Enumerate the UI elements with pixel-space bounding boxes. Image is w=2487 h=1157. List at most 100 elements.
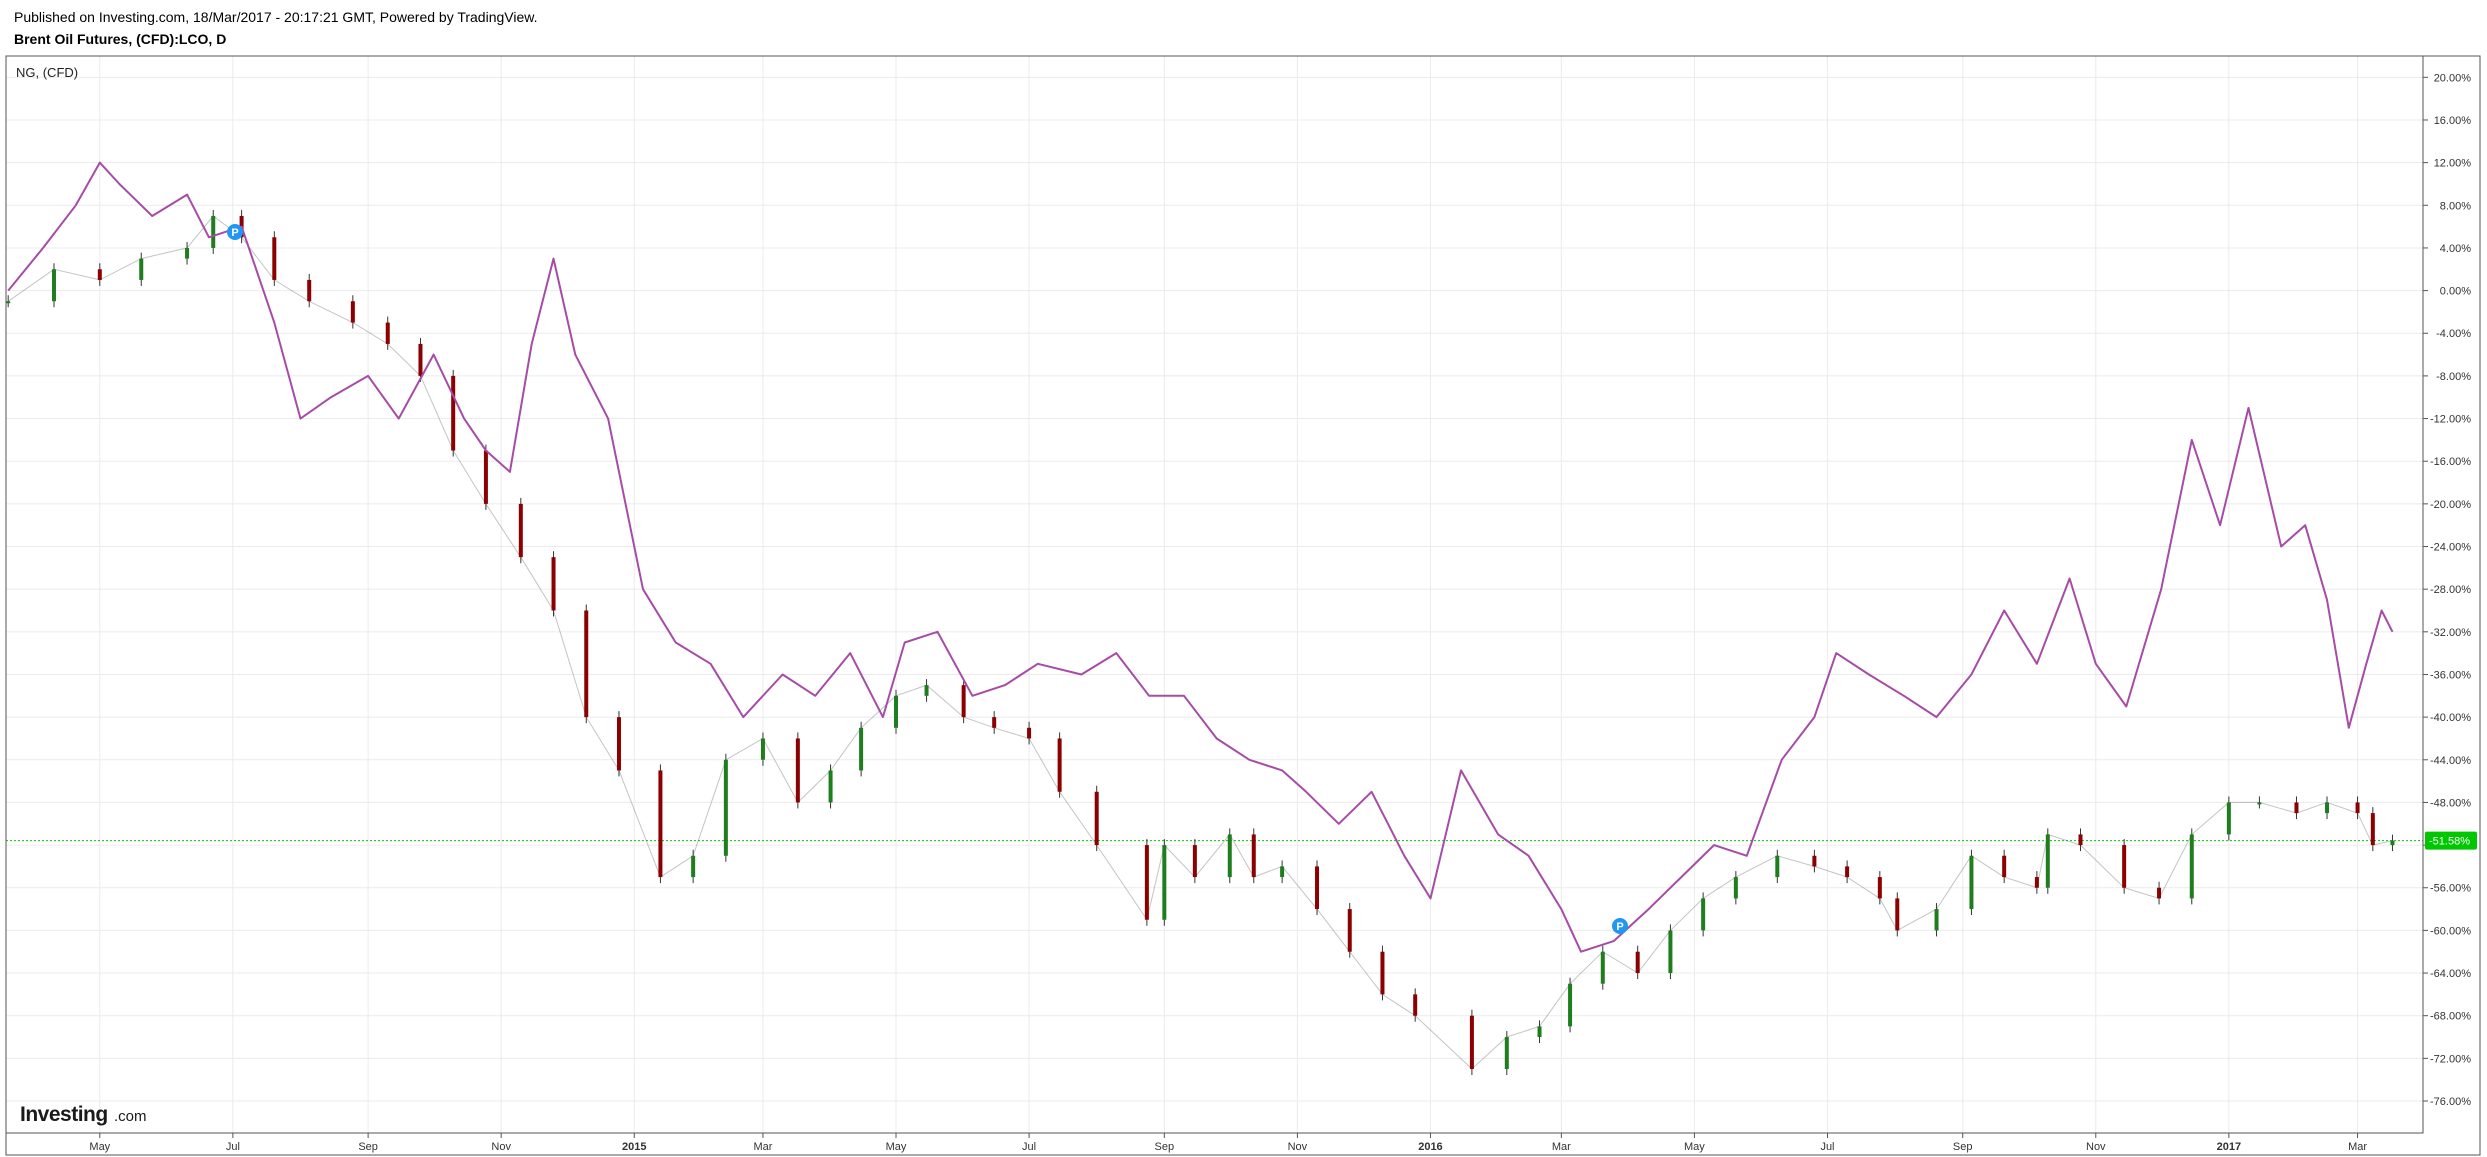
y-tick-label: 20.00% [2434, 72, 2472, 84]
x-tick-label: May [1684, 1141, 1705, 1153]
y-tick-label: -36.00% [2430, 669, 2471, 681]
brent-candle [1280, 866, 1285, 878]
brent-candle [1504, 1037, 1509, 1070]
y-tick-label: 0.00% [2440, 286, 2471, 298]
brent-candle [2034, 877, 2039, 888]
logo-suffix: .com [114, 1108, 147, 1125]
brent-candle [1600, 951, 1605, 984]
brent-candle [2045, 834, 2050, 888]
y-tick-label: -60.00% [2430, 925, 2471, 937]
logo-wordmark: Investing [20, 1103, 108, 1126]
brent-candle [483, 450, 488, 504]
x-tick-label: Sep [1953, 1141, 1973, 1153]
price-badge-background [2425, 831, 2477, 850]
brent-trend-line [7, 215, 2393, 1070]
x-tick-label: 2017 [2217, 1141, 2241, 1153]
y-tick-label: 12.00% [2434, 158, 2472, 170]
brent-candle [1315, 866, 1320, 910]
brent-candle [924, 685, 929, 696]
y-tick-label: -48.00% [2430, 797, 2471, 809]
grid-lines [6, 56, 2423, 1133]
x-tick-label: Mar [753, 1141, 772, 1153]
price-badge-label: -51.58% [2429, 836, 2470, 848]
brent-candle [2078, 834, 2083, 846]
x-tick-label: 2015 [622, 1141, 646, 1153]
event-marker[interactable]: P [1612, 918, 1628, 934]
ng-line [7, 161, 2394, 953]
event-marker[interactable]: P [227, 224, 243, 240]
y-tick-label: -20.00% [2430, 499, 2471, 511]
brent-candle [1227, 834, 1232, 878]
brent-candle [451, 375, 456, 451]
brent-candle [2189, 834, 2194, 899]
brent-candle [1635, 951, 1640, 974]
brent-candle [1701, 898, 1706, 931]
brent-candle [992, 717, 997, 728]
x-tick-label: Mar [1552, 1141, 1571, 1153]
chart-title: Brent Oil Futures, (CFD):LCO, D [14, 31, 227, 47]
brent-candle [1094, 791, 1099, 846]
y-tick-label: -40.00% [2430, 712, 2471, 724]
event-markers[interactable]: PP [227, 224, 1628, 934]
brent-candle [1162, 845, 1167, 920]
x-tick-label: Jul [226, 1141, 240, 1153]
brent-candle [1775, 855, 1780, 878]
brent-candle [551, 557, 556, 611]
brent-candle [2157, 887, 2162, 899]
brent-candle [894, 695, 899, 728]
event-marker-dot[interactable] [227, 224, 243, 240]
brent-candle [2370, 813, 2375, 846]
event-marker-label: P [231, 227, 238, 239]
y-tick-label: -56.00% [2430, 883, 2471, 895]
x-tick-label: Mar [2348, 1141, 2367, 1153]
y-tick-label: -72.00% [2430, 1053, 2471, 1065]
event-marker-dot[interactable] [1612, 918, 1628, 934]
brent-candle [185, 247, 190, 259]
brent-candle [51, 269, 56, 302]
brent-candle [658, 770, 663, 878]
y-tick-label: -28.00% [2430, 584, 2471, 596]
brent-candle [2226, 802, 2231, 835]
y-tick-label: 8.00% [2440, 200, 2471, 212]
brent-candle [139, 258, 144, 280]
brent-candle [1192, 845, 1197, 878]
brent-candle [760, 738, 765, 760]
y-tick-label: -44.00% [2430, 755, 2471, 767]
price-badge: -51.58% [2425, 831, 2477, 850]
y-tick-label: -12.00% [2430, 414, 2471, 426]
brent-candle [2325, 802, 2330, 814]
brent-candles [6, 209, 2395, 1076]
brent-candle [518, 503, 523, 558]
x-tick-label: Nov [2086, 1141, 2106, 1153]
brent-candle [961, 685, 966, 718]
x-tick-label: Sep [358, 1141, 378, 1153]
x-tick-label: May [886, 1141, 907, 1153]
brent-candle [1969, 855, 1974, 910]
brent-candle [828, 770, 833, 803]
brent-candle [350, 301, 355, 323]
brent-candle [795, 738, 800, 803]
brent-candle [1812, 855, 1817, 867]
y-tick-label: -64.00% [2430, 968, 2471, 980]
brent-candle [211, 215, 216, 248]
published-note: Published on Investing.com, 18/Mar/2017 … [14, 9, 538, 25]
brent-candle [2122, 845, 2127, 888]
brent-candle [1934, 909, 1939, 931]
brent-candle [1413, 994, 1418, 1016]
y-tick-label: 4.00% [2440, 243, 2471, 255]
y-tick-label: -68.00% [2430, 1011, 2471, 1023]
x-tick-label: Sep [1155, 1141, 1175, 1153]
compare-series-label: NG, (CFD) [16, 65, 78, 80]
brent-candle [1668, 930, 1673, 974]
y-tick-label: 16.00% [2434, 115, 2472, 127]
brent-candle [1057, 738, 1062, 792]
brent-candle [1347, 909, 1352, 952]
brent-candle [1251, 834, 1256, 878]
brent-candle [1877, 877, 1882, 899]
brent-candle [1027, 727, 1032, 739]
ng-series [7, 161, 2394, 953]
brent-candle [97, 269, 102, 280]
y-tick-label: -4.00% [2436, 328, 2471, 340]
y-tick-label: -8.00% [2436, 371, 2471, 383]
